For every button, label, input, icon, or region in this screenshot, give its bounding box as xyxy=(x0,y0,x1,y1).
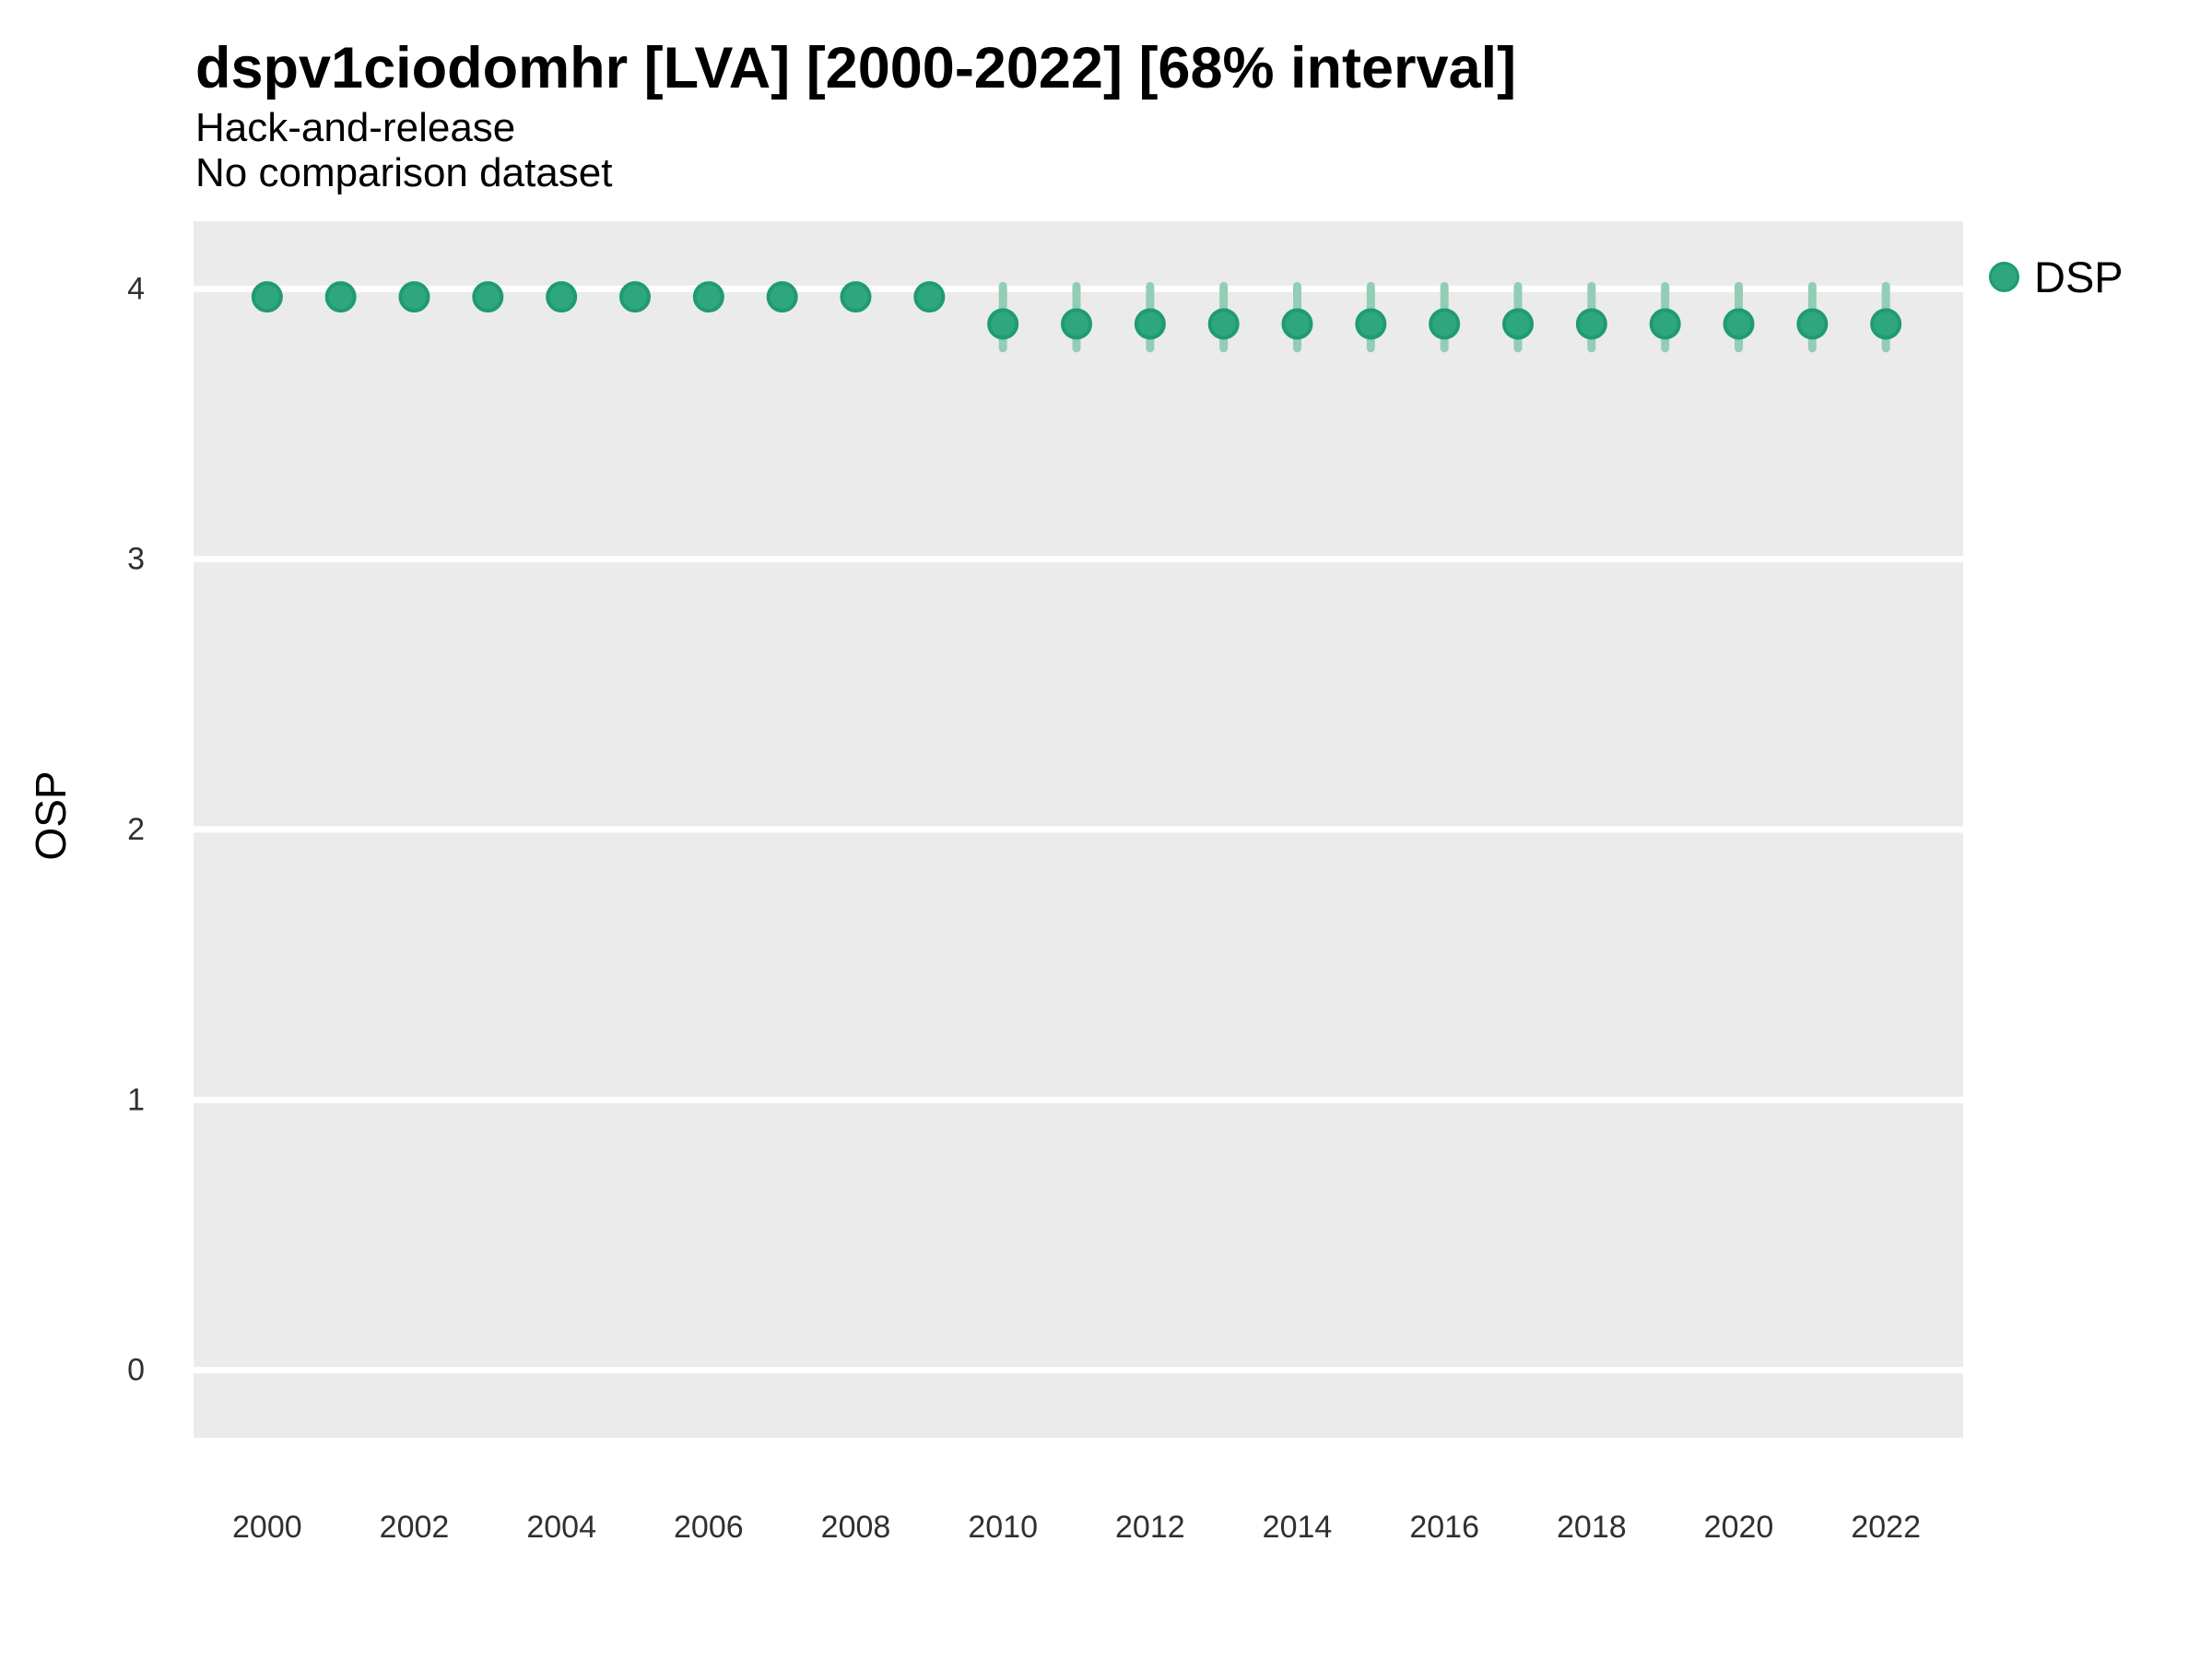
data-point-2006 xyxy=(692,281,724,313)
data-point-2020 xyxy=(1723,308,1755,340)
data-point-2013 xyxy=(1207,308,1240,340)
data-point-2003 xyxy=(472,281,504,313)
x-tick-label-2004: 2004 xyxy=(526,1510,596,1545)
y-tick-label-3: 3 xyxy=(127,542,145,577)
x-tick-label-2000: 2000 xyxy=(232,1510,302,1545)
data-point-2005 xyxy=(619,281,652,313)
x-tick-label-2010: 2010 xyxy=(968,1510,1038,1545)
y-tick-label-2: 2 xyxy=(127,812,145,847)
data-point-2018 xyxy=(1575,308,1607,340)
data-point-2012 xyxy=(1134,308,1166,340)
data-point-2002 xyxy=(398,281,430,313)
data-point-2007 xyxy=(766,281,798,313)
y-tick-label-0: 0 xyxy=(127,1353,145,1388)
subtitle-line-1: Hack-and-release xyxy=(195,105,516,150)
x-tick-label-2018: 2018 xyxy=(1557,1510,1627,1545)
x-tick-label-2014: 2014 xyxy=(1263,1510,1333,1545)
data-point-2015 xyxy=(1355,308,1387,340)
data-point-2010 xyxy=(987,308,1019,340)
data-point-2009 xyxy=(913,281,946,313)
data-point-2016 xyxy=(1429,308,1461,340)
x-tick-label-2016: 2016 xyxy=(1409,1510,1479,1545)
legend: DSP xyxy=(1989,247,2124,306)
y-axis-title: OSP xyxy=(27,771,75,861)
x-tick-label-2020: 2020 xyxy=(1704,1510,1774,1545)
data-point-2017 xyxy=(1502,308,1535,340)
data-point-2004 xyxy=(546,281,578,313)
x-tick-label-2006: 2006 xyxy=(674,1510,744,1545)
x-tick-label-2008: 2008 xyxy=(821,1510,891,1545)
subtitle-line-2: No comparison dataset xyxy=(195,150,613,195)
data-point-2022 xyxy=(1870,308,1902,340)
data-point-2001 xyxy=(324,281,357,313)
data-point-2019 xyxy=(1649,308,1681,340)
data-point-2000 xyxy=(251,281,283,313)
data-point-2021 xyxy=(1796,308,1829,340)
data-point-2008 xyxy=(840,281,872,313)
data-point-2011 xyxy=(1061,308,1093,340)
legend-dsp-point-icon xyxy=(1989,261,2019,292)
x-tick-label-2012: 2012 xyxy=(1115,1510,1185,1545)
legend-dsp-label: DSP xyxy=(2034,252,2124,301)
data-point-2014 xyxy=(1281,308,1313,340)
x-tick-label-2022: 2022 xyxy=(1851,1510,1921,1545)
y-tick-label-1: 1 xyxy=(127,1082,145,1117)
x-tick-label-2002: 2002 xyxy=(380,1510,450,1545)
chart-subtitle: Hack-and-release No comparison dataset xyxy=(195,105,612,195)
y-tick-label-4: 4 xyxy=(127,271,145,306)
chart-title: dspv1ciodomhr [LVA] [2000-2022] [68% int… xyxy=(195,36,1517,100)
